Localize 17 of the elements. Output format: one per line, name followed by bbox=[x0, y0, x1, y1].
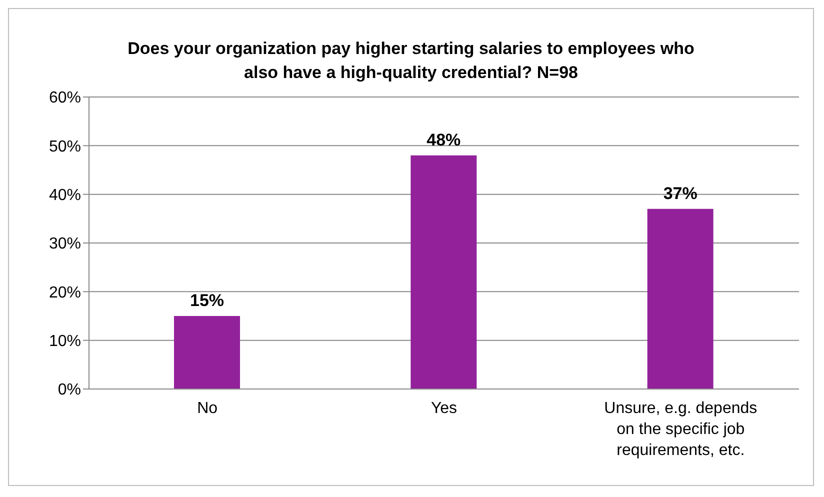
y-tick-label: 20% bbox=[48, 284, 81, 302]
y-tick-label: 10% bbox=[48, 333, 81, 350]
y-tick-label: 30% bbox=[48, 236, 81, 253]
y-tick-label: 50% bbox=[48, 138, 81, 156]
x-tick-label: Yes bbox=[430, 400, 458, 417]
chart-title: Does your organization pay higher starting salaries to employees who also have a high-quality credential? N=98 bbox=[126, 38, 696, 84]
bar bbox=[647, 208, 714, 389]
y-tick-label: 0% bbox=[58, 382, 81, 399]
bar bbox=[410, 155, 477, 389]
x-tick-label: No bbox=[197, 400, 218, 417]
y-tick-label: 40% bbox=[48, 187, 81, 204]
bar bbox=[174, 316, 240, 389]
data-label: 48% bbox=[426, 130, 461, 150]
x-tick-label: Unsure, e.g. depends on the specific job requirements, etc. bbox=[604, 400, 758, 459]
data-label: 37% bbox=[663, 184, 698, 203]
y-tick-label: 60% bbox=[48, 90, 81, 107]
data-label: 15% bbox=[190, 291, 224, 310]
